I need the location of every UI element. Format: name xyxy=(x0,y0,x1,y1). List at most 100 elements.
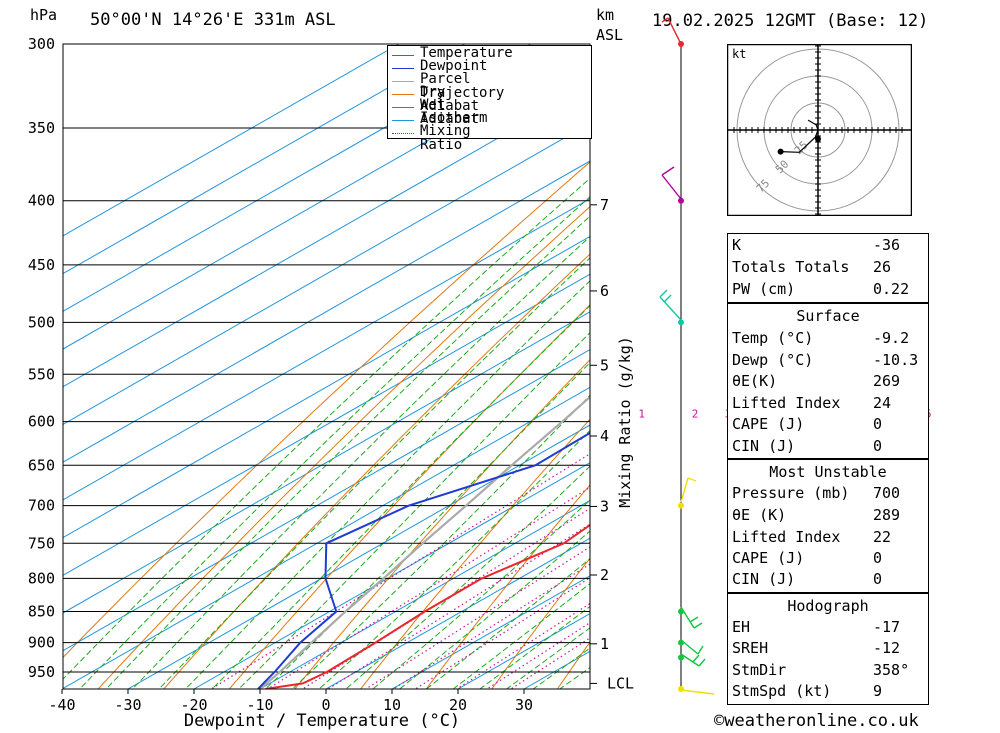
dry-adiabat-line xyxy=(951,44,1000,689)
legend-swatch xyxy=(392,107,414,108)
wind-barb xyxy=(661,17,682,45)
isotherm-line xyxy=(391,575,590,689)
isotherm-line xyxy=(63,160,590,463)
temperature-tick-label: 30 xyxy=(515,696,533,714)
wet-adiabat-line xyxy=(345,465,590,689)
isotherm-line xyxy=(325,537,590,689)
wind-level-marker xyxy=(678,686,684,692)
wet-adiabat-line xyxy=(479,605,590,689)
totals-value: 26 xyxy=(873,258,892,276)
stmdir-value: 358° xyxy=(873,661,910,679)
hodograph-trace xyxy=(780,119,819,153)
mu-theta-e-value: 289 xyxy=(873,506,901,524)
pressure-tick-label: 450 xyxy=(28,256,55,274)
mixing-ratio-line xyxy=(415,577,590,689)
wet-adiabat-line xyxy=(79,196,590,689)
temperature-tick-label: 20 xyxy=(449,696,467,714)
surface-theta-e-value: 269 xyxy=(873,372,901,390)
hodograph-panel-title: Hodograph xyxy=(787,597,869,615)
temperature-tick-label: -30 xyxy=(114,696,141,714)
isotherm-line xyxy=(63,44,399,237)
km-tick-label: 4 xyxy=(600,427,609,445)
wind-level-marker xyxy=(678,654,684,661)
wind-level-marker xyxy=(678,197,684,204)
k-index-value: -36 xyxy=(873,236,901,254)
surface-temp-label: Temp (°C) xyxy=(732,329,814,347)
isotherm-line xyxy=(63,198,590,501)
sreh-value: -12 xyxy=(873,639,901,657)
mixing-ratio-line xyxy=(365,546,590,689)
km-tick-label: 7 xyxy=(600,196,609,214)
wet-adiabat-line xyxy=(158,257,590,689)
mixing-ratio-line xyxy=(510,637,590,689)
surface-li-value: 24 xyxy=(873,394,892,412)
surface-cape-label: CAPE (J) xyxy=(732,415,805,433)
dry-adiabat-line xyxy=(63,161,590,659)
dry-adiabat-line xyxy=(97,205,590,689)
isotherm-line xyxy=(127,424,590,689)
eh-label: EH xyxy=(732,618,751,636)
mu-cape-label: CAPE (J) xyxy=(732,549,805,567)
wind-barb xyxy=(680,639,704,655)
legend-swatch xyxy=(392,94,414,95)
pressure-tick-label: 650 xyxy=(28,456,55,474)
eh-value: -17 xyxy=(873,618,901,636)
isotherm-line xyxy=(63,44,465,275)
x-axis-title: Dewpoint / Temperature (°C) xyxy=(184,711,460,731)
wind-barb xyxy=(680,653,706,667)
totals-label: Totals Totals xyxy=(732,258,850,276)
wet-adiabat-line xyxy=(452,583,590,689)
hodograph-end-point xyxy=(777,148,784,155)
km-tick-label: 1 xyxy=(600,635,609,653)
mu-cin-label: CIN (J) xyxy=(732,570,796,588)
pressure-tick-label: 350 xyxy=(28,119,55,137)
pressure-tick-label: 500 xyxy=(28,313,55,331)
hodograph-storm-motion xyxy=(815,136,821,142)
km-tick-label: 3 xyxy=(600,497,609,515)
wet-adiabat-line xyxy=(425,558,590,689)
mixing-ratio-tick-label: 1 xyxy=(638,408,645,421)
legend-swatch xyxy=(392,68,414,69)
dry-adiabat-line xyxy=(425,484,590,689)
wind-barb xyxy=(680,477,697,503)
legend-swatch xyxy=(392,133,414,134)
temperature-tick-label: -20 xyxy=(180,696,207,714)
mixing-ratio-axis-title: Mixing Ratio (g/kg) xyxy=(616,336,634,508)
asl-axis-label: ASL xyxy=(596,26,624,44)
surface-cin-value: 0 xyxy=(873,437,883,455)
pressure-tick-label: 800 xyxy=(28,569,55,587)
most-unstable-panel: Most Unstable Pressure (mb) 700 θE (K) 289… xyxy=(727,459,929,593)
pressure-tick-label: 900 xyxy=(28,634,55,652)
mu-pressure-value: 700 xyxy=(873,484,901,502)
sreh-label: SREH xyxy=(732,639,769,657)
mixing-ratio-line xyxy=(211,453,590,689)
km-tick-label: 6 xyxy=(600,282,609,300)
wind-barb xyxy=(680,606,703,629)
mu-li-value: 22 xyxy=(873,528,892,546)
isotherm-line xyxy=(63,386,590,689)
plot-frame xyxy=(62,43,591,690)
pressure-tick-label: 400 xyxy=(28,192,55,210)
temperature-tick-label: -10 xyxy=(246,696,273,714)
surface-temp-value: -9.2 xyxy=(873,329,910,347)
legend-swatch xyxy=(392,81,414,82)
pressure-tick-label: 550 xyxy=(28,365,55,383)
mu-cin-value: 0 xyxy=(873,570,883,588)
hodograph-panel: Hodograph EH -17 SREH -12 StmDir 358° StmSp… xyxy=(727,593,929,705)
mu-cape-value: 0 xyxy=(873,549,883,567)
surface-li-label: Lifted Index xyxy=(732,394,841,412)
temperature-tick-label: 10 xyxy=(383,696,401,714)
isotherm-line xyxy=(63,44,531,312)
wind-barb xyxy=(659,289,682,321)
temperature-tick-label: -40 xyxy=(48,696,75,714)
surface-dewp-label: Dewp (°C) xyxy=(732,351,814,369)
mixing-ratio-line xyxy=(393,563,590,689)
wet-adiabat-line xyxy=(63,177,590,680)
surface-dewp-value: -10.3 xyxy=(873,351,919,369)
mu-pressure-label: Pressure (mb) xyxy=(732,484,850,502)
most-unstable-title: Most Unstable xyxy=(769,463,887,481)
dry-adiabat-line xyxy=(360,418,590,689)
stmspd-label: StmSpd (kt) xyxy=(732,682,832,700)
